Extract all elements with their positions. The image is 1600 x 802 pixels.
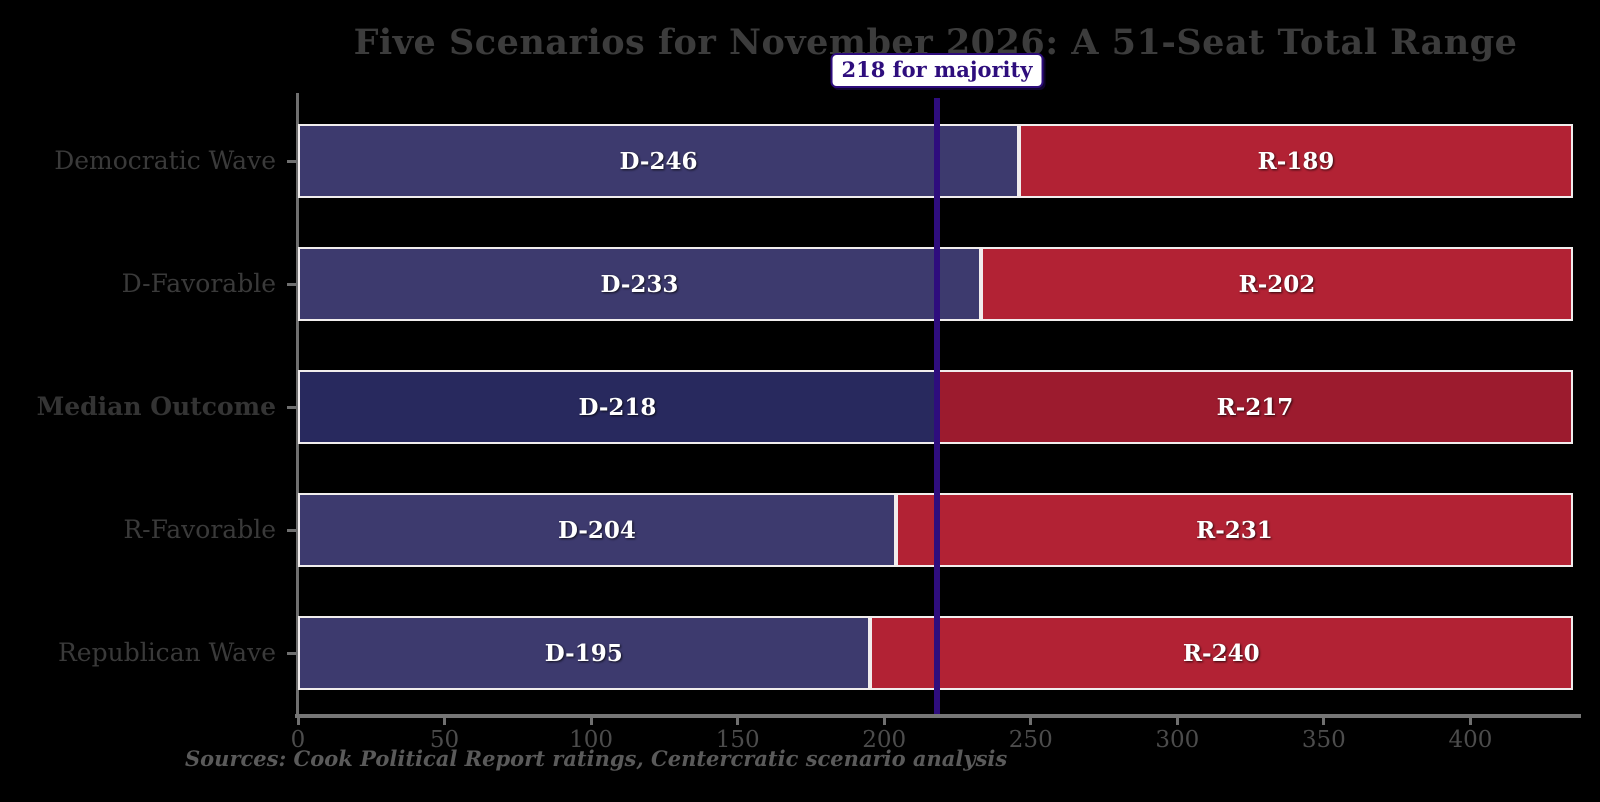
category-label: D-Favorable bbox=[121, 269, 276, 298]
bar-segment-democrat: D-218 bbox=[298, 370, 937, 444]
x-tick-label: 50 bbox=[429, 727, 460, 753]
bar-value-label: R-217 bbox=[1216, 393, 1294, 421]
y-axis-line bbox=[296, 93, 299, 714]
bar-segment-republican: R-231 bbox=[895, 493, 1573, 567]
x-tick-mark bbox=[1175, 718, 1179, 725]
y-tick-mark bbox=[287, 652, 297, 655]
bar-value-label: D-204 bbox=[557, 516, 636, 544]
bar-row: D-246 R-189 bbox=[298, 124, 1573, 198]
bar-row: D-218 R-217 bbox=[298, 370, 1573, 444]
bar-value-label: D-218 bbox=[578, 393, 657, 421]
x-tick-mark bbox=[1322, 718, 1326, 725]
x-tick-mark bbox=[296, 718, 300, 725]
x-tick-label: 300 bbox=[1155, 727, 1200, 753]
bar-value-label: D-246 bbox=[619, 147, 698, 175]
bar-value-label: R-240 bbox=[1182, 639, 1260, 667]
category-label: Median Outcome bbox=[36, 392, 276, 421]
bar-segment-democrat: D-233 bbox=[298, 247, 981, 321]
x-tick-label: 350 bbox=[1301, 727, 1346, 753]
majority-annotation: 218 for majority bbox=[830, 53, 1044, 88]
sources-note: Sources: Cook Political Report ratings, … bbox=[185, 746, 1008, 771]
bar-value-label: D-233 bbox=[600, 270, 679, 298]
x-tick-mark bbox=[1468, 718, 1472, 725]
x-tick-mark bbox=[443, 718, 447, 725]
x-tick-label: 250 bbox=[1008, 727, 1053, 753]
y-tick-mark bbox=[287, 406, 297, 409]
bar-segment-republican: R-189 bbox=[1019, 124, 1573, 198]
x-tick-label: 0 bbox=[290, 727, 306, 753]
x-tick-label: 200 bbox=[862, 727, 907, 753]
x-axis-line bbox=[295, 714, 1581, 718]
x-tick-label: 400 bbox=[1448, 727, 1493, 753]
bar-row: D-204 R-231 bbox=[298, 493, 1573, 567]
plot-area: D-246 R-189 D-233 R-202 D-218 R-217 D-204 R-231… bbox=[298, 93, 1573, 714]
bar-segment-democrat: D-246 bbox=[298, 124, 1020, 198]
bar-row: D-233 R-202 bbox=[298, 247, 1573, 321]
x-tick-mark bbox=[589, 718, 593, 725]
y-tick-mark bbox=[287, 283, 297, 286]
x-tick-mark bbox=[1029, 718, 1033, 725]
bar-segment-republican: R-202 bbox=[980, 247, 1573, 321]
y-tick-mark bbox=[287, 529, 297, 532]
x-tick-mark bbox=[882, 718, 886, 725]
bar-segment-republican: R-240 bbox=[869, 616, 1573, 690]
category-label: Democratic Wave bbox=[54, 146, 276, 175]
x-tick-label: 100 bbox=[569, 727, 614, 753]
bar-value-label: D-195 bbox=[544, 639, 623, 667]
bar-segment-democrat: D-195 bbox=[298, 616, 870, 690]
bar-value-label: R-231 bbox=[1196, 516, 1273, 544]
majority-annotation-label: 218 for majority bbox=[841, 57, 1033, 82]
x-tick-label: 150 bbox=[715, 727, 760, 753]
x-tick-mark bbox=[736, 718, 740, 725]
category-label: R-Favorable bbox=[123, 515, 276, 544]
majority-line bbox=[933, 98, 940, 714]
y-tick-mark bbox=[287, 160, 297, 163]
bar-value-label: R-189 bbox=[1257, 147, 1335, 175]
bar-row: D-195 R-240 bbox=[298, 616, 1573, 690]
bar-value-label: R-202 bbox=[1238, 270, 1316, 298]
bar-segment-republican: R-217 bbox=[936, 370, 1573, 444]
category-label: Republican Wave bbox=[57, 638, 276, 667]
bar-segment-democrat: D-204 bbox=[298, 493, 896, 567]
